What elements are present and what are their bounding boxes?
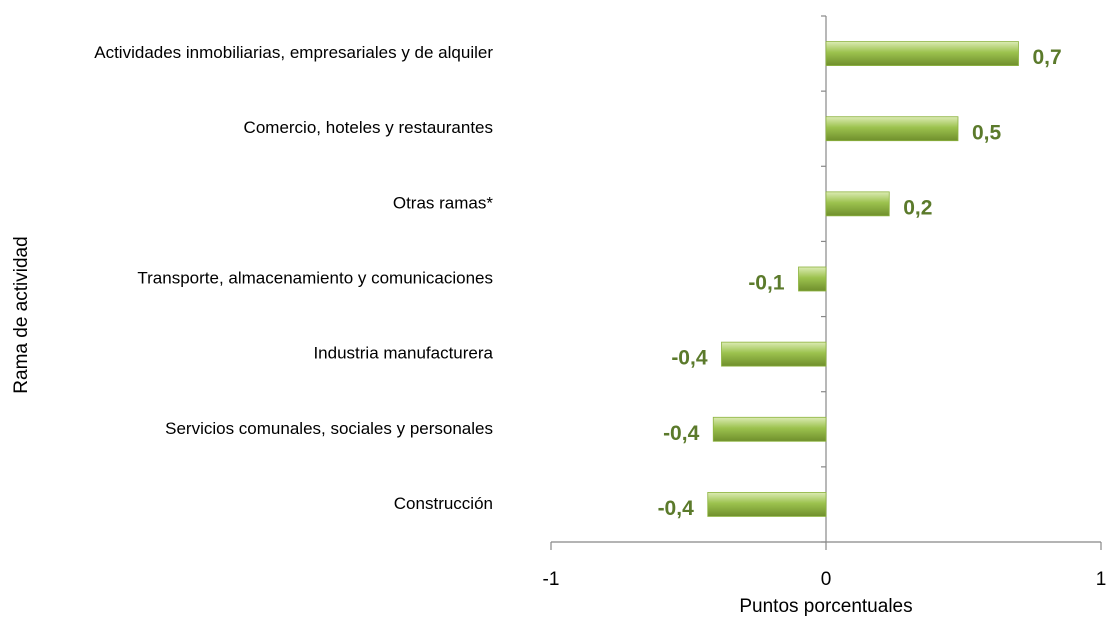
bar: [712, 416, 827, 442]
x-axis-title: Puntos porcentuales: [739, 596, 912, 617]
category-label: Actividades inmobiliarias, empresariales…: [94, 43, 493, 62]
bar: [825, 191, 890, 217]
value-label: -0,4: [658, 497, 695, 520]
bar: [707, 492, 827, 517]
value-label: -0,1: [748, 272, 785, 295]
category-label: Comercio, hoteles y restaurantes: [244, 118, 493, 137]
y-axis-title: Rama de actividad: [11, 236, 32, 393]
bar: [825, 41, 1019, 66]
value-label: -0,4: [671, 347, 708, 370]
x-tick-label: 0: [821, 569, 832, 590]
value-label: -0,4: [663, 422, 700, 445]
bar: [825, 116, 959, 142]
x-tick-label: -1: [543, 569, 560, 590]
category-label: Industria manufacturera: [313, 344, 493, 363]
bar: [798, 266, 827, 292]
value-label: 0,5: [972, 121, 1002, 144]
category-label: Transporte, almacenamiento y comunicacio…: [137, 268, 493, 287]
value-label: 0,2: [903, 196, 932, 219]
category-label: Otras ramas*: [393, 193, 494, 212]
category-label: Construcción: [394, 494, 493, 513]
x-tick-label: 1: [1096, 569, 1107, 590]
value-label: 0,7: [1033, 46, 1062, 69]
category-label: Servicios comunales, sociales y personal…: [165, 419, 493, 438]
bar: [721, 341, 827, 367]
